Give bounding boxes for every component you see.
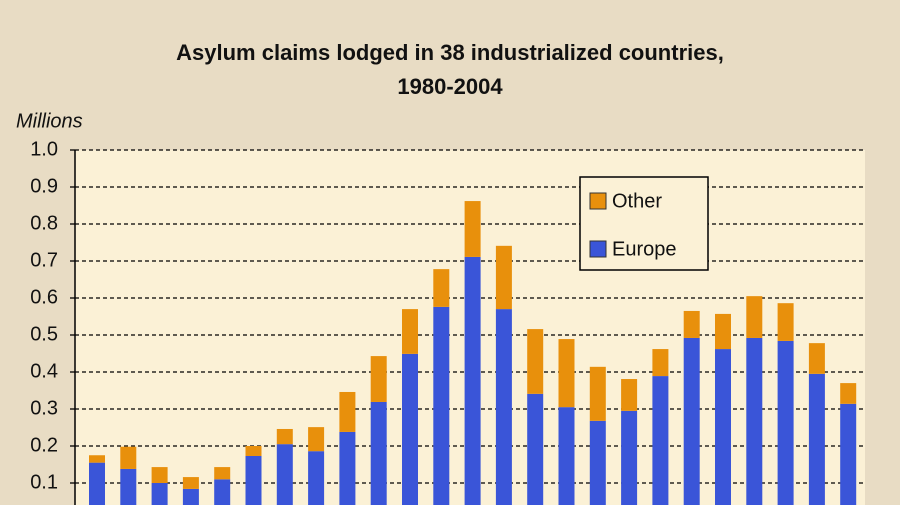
y-axis-label: Millions: [16, 110, 83, 132]
bar-segment: [339, 391, 356, 432]
bar-segment: [433, 269, 450, 307]
bar-segment: [527, 393, 544, 505]
bar-segment: [715, 313, 731, 350]
bar-segment: [777, 340, 794, 505]
bar-segment: [245, 446, 262, 456]
bar-segment: [151, 483, 168, 505]
bar-segment: [308, 451, 325, 505]
bar-segment: [120, 468, 137, 505]
bar-segment: [840, 383, 857, 404]
y-tick-label: 0.5: [30, 323, 58, 345]
y-tick-label: 0.7: [30, 249, 58, 271]
chart-title: Asylum claims lodged in 38 industrialize…: [176, 40, 724, 99]
bar-segment: [527, 329, 544, 394]
y-tick-label: 0.1: [30, 471, 58, 493]
bar-segment: [621, 379, 638, 411]
legend-label: Europe: [612, 238, 677, 260]
bar-segment: [652, 376, 669, 505]
bar-segment: [621, 410, 638, 505]
bar-segment: [715, 349, 731, 505]
bar-segment: [464, 256, 481, 505]
bar-segment: [182, 488, 199, 505]
legend-label: Other: [612, 190, 662, 212]
bar-segment: [683, 310, 700, 338]
bar-segment: [840, 403, 857, 505]
bar-segment: [339, 431, 356, 505]
bar-segment: [464, 201, 481, 257]
bar-segment: [746, 296, 763, 338]
bar-segment: [245, 455, 262, 505]
bar-segment: [558, 339, 575, 408]
y-tick-label: 0.6: [30, 286, 58, 308]
bar-segment: [589, 366, 606, 421]
bar-segment: [558, 407, 575, 505]
y-tick-label: 0.2: [30, 434, 58, 456]
bar-segment: [276, 444, 293, 505]
bar-segment: [777, 303, 794, 341]
y-tick-label: 0.3: [30, 397, 58, 419]
bar-segment: [89, 455, 105, 463]
bar-segment: [402, 353, 418, 505]
bar-segment: [495, 245, 512, 310]
bar-segment: [589, 420, 606, 505]
bar-segment: [370, 401, 387, 505]
bar-segment: [402, 309, 418, 354]
y-tick-label: 0.8: [30, 212, 58, 234]
bar-segment: [89, 462, 105, 505]
bar-segment: [182, 477, 199, 489]
bar-segment: [151, 467, 168, 483]
bar-segment: [214, 467, 231, 480]
bar-segment: [652, 349, 669, 377]
bar-segment: [495, 309, 512, 505]
bar-segment: [683, 337, 700, 505]
y-tick-label: 0.9: [30, 175, 58, 197]
bar-segment: [433, 306, 450, 505]
legend-swatch: [589, 240, 607, 258]
bar-segment: [308, 427, 325, 452]
legend-swatch: [589, 192, 607, 210]
y-tick-label: 1.0: [30, 138, 58, 160]
bar-segment: [808, 343, 825, 374]
bar-segment: [808, 373, 825, 505]
bar-segment: [120, 446, 137, 469]
y-tick-label: 0.4: [30, 360, 58, 382]
bar-segment: [370, 356, 387, 402]
bar-segment: [214, 479, 231, 505]
bar-segment: [276, 428, 293, 445]
bar-segment: [746, 337, 763, 505]
